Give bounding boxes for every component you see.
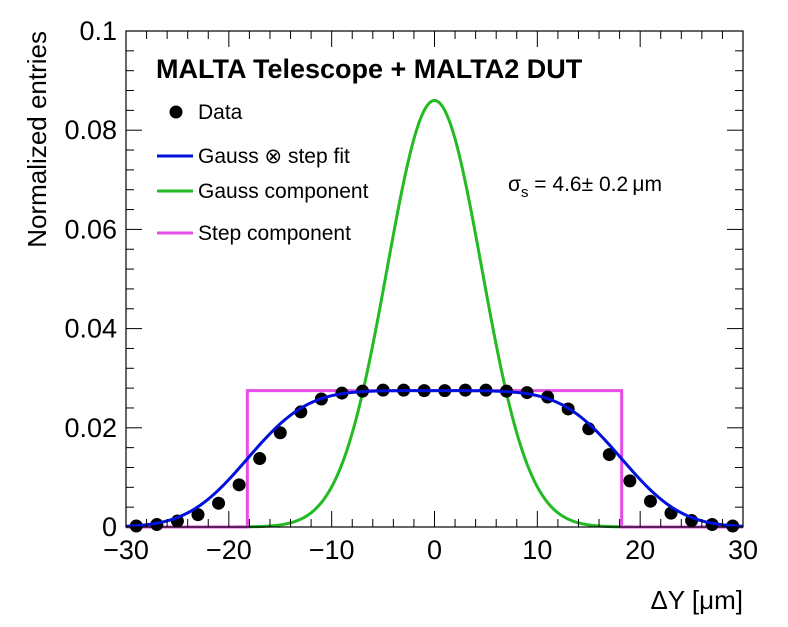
legend-marker-data bbox=[169, 105, 183, 119]
data-point bbox=[273, 426, 287, 440]
y-tick-label: 0 bbox=[102, 512, 117, 542]
y-tick-label: 0.02 bbox=[64, 413, 117, 443]
fit-curve bbox=[125, 389, 744, 528]
legend-label-data: Data bbox=[198, 101, 243, 124]
data-point bbox=[623, 474, 637, 488]
x-tick-label: 10 bbox=[522, 535, 552, 565]
legend-label-gauss: Gauss component bbox=[198, 180, 369, 203]
sigma-symbol: σ bbox=[508, 173, 521, 196]
chart-title: MALTA Telescope + MALTA2 DUT bbox=[156, 54, 583, 84]
data-point bbox=[232, 478, 246, 492]
x-tick-label: −30 bbox=[103, 535, 149, 565]
sigma-value: = 4.6± 0.2 μm bbox=[528, 173, 661, 196]
data-point bbox=[643, 494, 657, 508]
x-tick-label: 20 bbox=[625, 535, 655, 565]
data-point bbox=[602, 448, 616, 462]
legend-label-step: Step component bbox=[198, 222, 351, 245]
sigma-subscript: s bbox=[521, 184, 529, 201]
y-tick-label: 0.06 bbox=[64, 214, 117, 244]
x-tick-label: 0 bbox=[427, 535, 442, 565]
x-tick-label: −20 bbox=[206, 535, 252, 565]
y-tick-label: 0.1 bbox=[79, 16, 117, 46]
data-points-layer bbox=[125, 383, 744, 533]
sigma-annotation: σs = 4.6± 0.2 μm bbox=[508, 173, 662, 201]
y-tick-label: 0.04 bbox=[64, 314, 117, 344]
data-point bbox=[253, 452, 267, 466]
data-point bbox=[212, 496, 226, 510]
y-tick-label: 0.08 bbox=[64, 115, 117, 145]
x-axis-title: ΔY [μm] bbox=[650, 585, 743, 615]
legend: Data Gauss ⊗ step fit Gauss component St… bbox=[157, 101, 369, 245]
ticks-layer: −30 −20 −10 0 10 20 30 0 0.02 0.04 0.06 0.08 0.1 bbox=[64, 16, 758, 565]
x-tick-label: 30 bbox=[728, 535, 758, 565]
x-tick-label: −10 bbox=[309, 535, 355, 565]
legend-label-fit: Gauss ⊗ step fit bbox=[198, 145, 350, 168]
y-axis-title: Normalized entries bbox=[22, 31, 52, 248]
data-point bbox=[191, 508, 205, 522]
